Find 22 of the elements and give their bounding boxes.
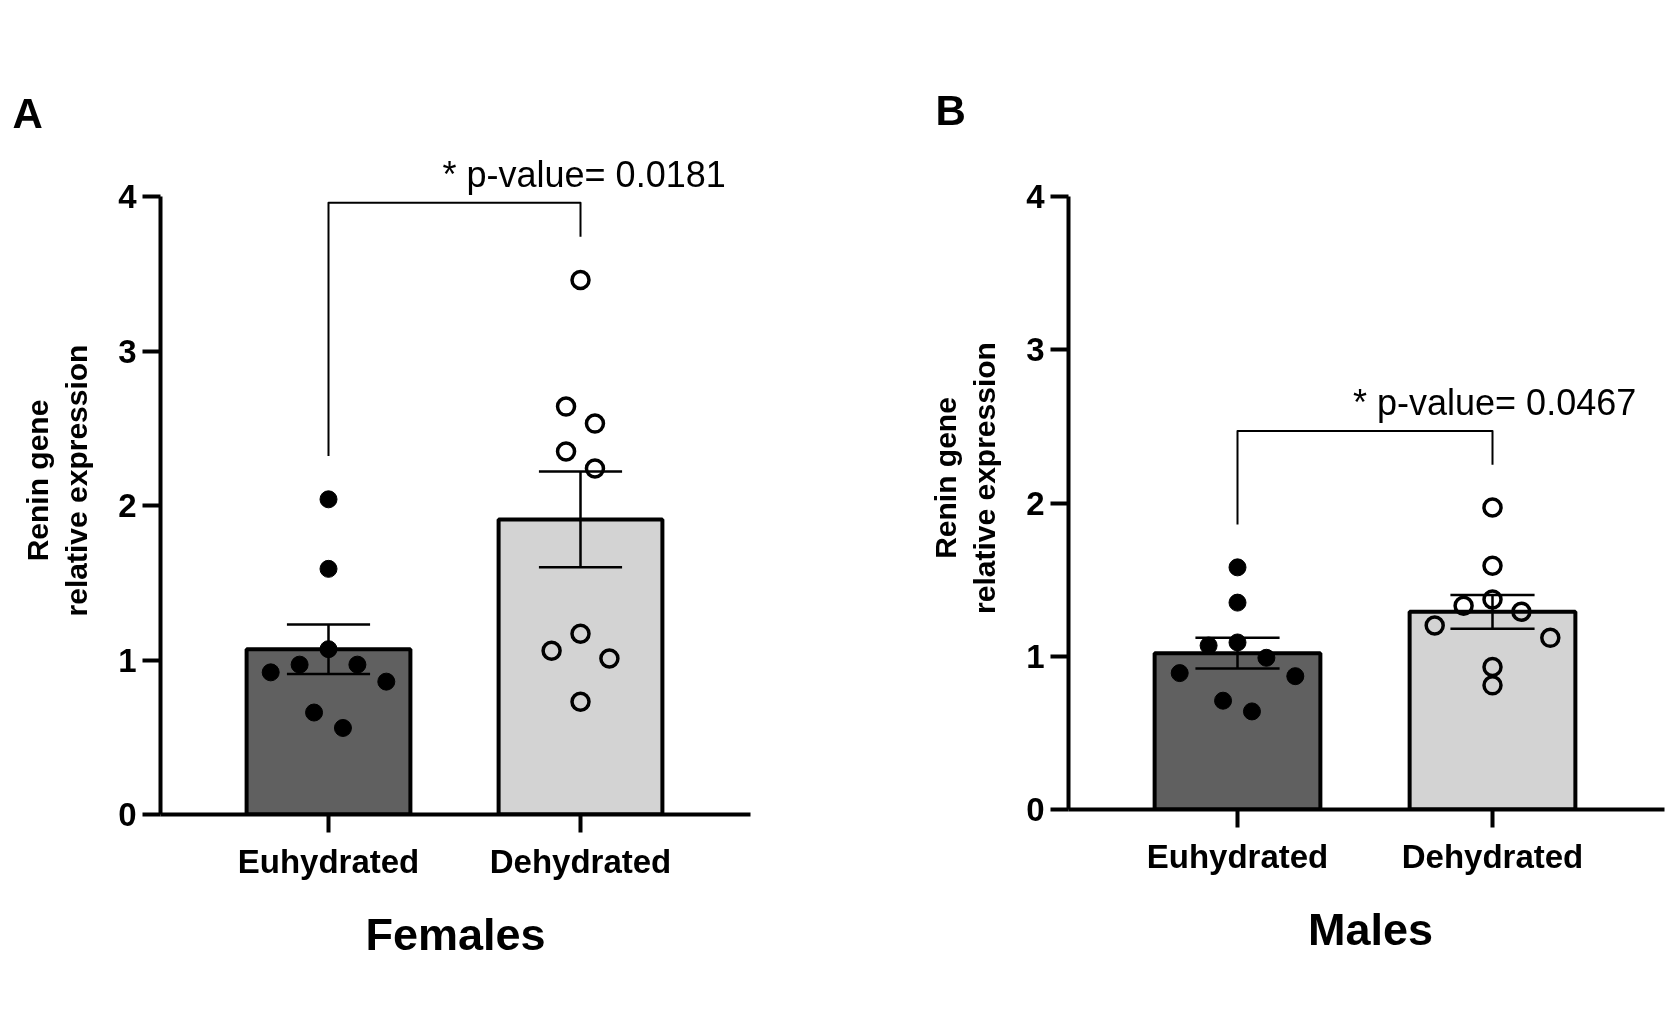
x-axis-title: Females <box>365 908 546 960</box>
y-tick-label: 4 <box>1026 178 1046 215</box>
y-axis-title: Renin gene relative expression <box>928 342 1002 614</box>
annotation: * p-value= 0.0467 <box>1353 381 1637 423</box>
text: * p-value= 0.0181 <box>442 153 726 195</box>
y-tick-label: 2 <box>118 487 137 524</box>
y-tick-label: 1 <box>118 641 137 679</box>
y-tick-label: 4 <box>118 178 138 215</box>
chart-title: A <box>12 89 43 137</box>
y-tick-label: 0 <box>118 796 137 833</box>
y-axis-title: Renin gene relative expression <box>20 344 94 617</box>
x-tick-label: Euhydrated <box>1146 837 1329 875</box>
x-axis-title: Males <box>1307 903 1434 955</box>
y-tick-label: 1 <box>1026 637 1045 675</box>
x-tick-label: Euhydrated <box>237 842 420 880</box>
x-tick-label: Dehydrated <box>1401 837 1584 875</box>
x-tick-label: Dehydrated <box>489 842 672 880</box>
y-tick-label: 3 <box>1026 331 1045 369</box>
y-tick-label: 0 <box>1026 791 1045 828</box>
chart-title: B <box>935 87 966 134</box>
y-tick-label: 2 <box>1026 484 1045 522</box>
y-tick-label: 3 <box>118 332 137 370</box>
